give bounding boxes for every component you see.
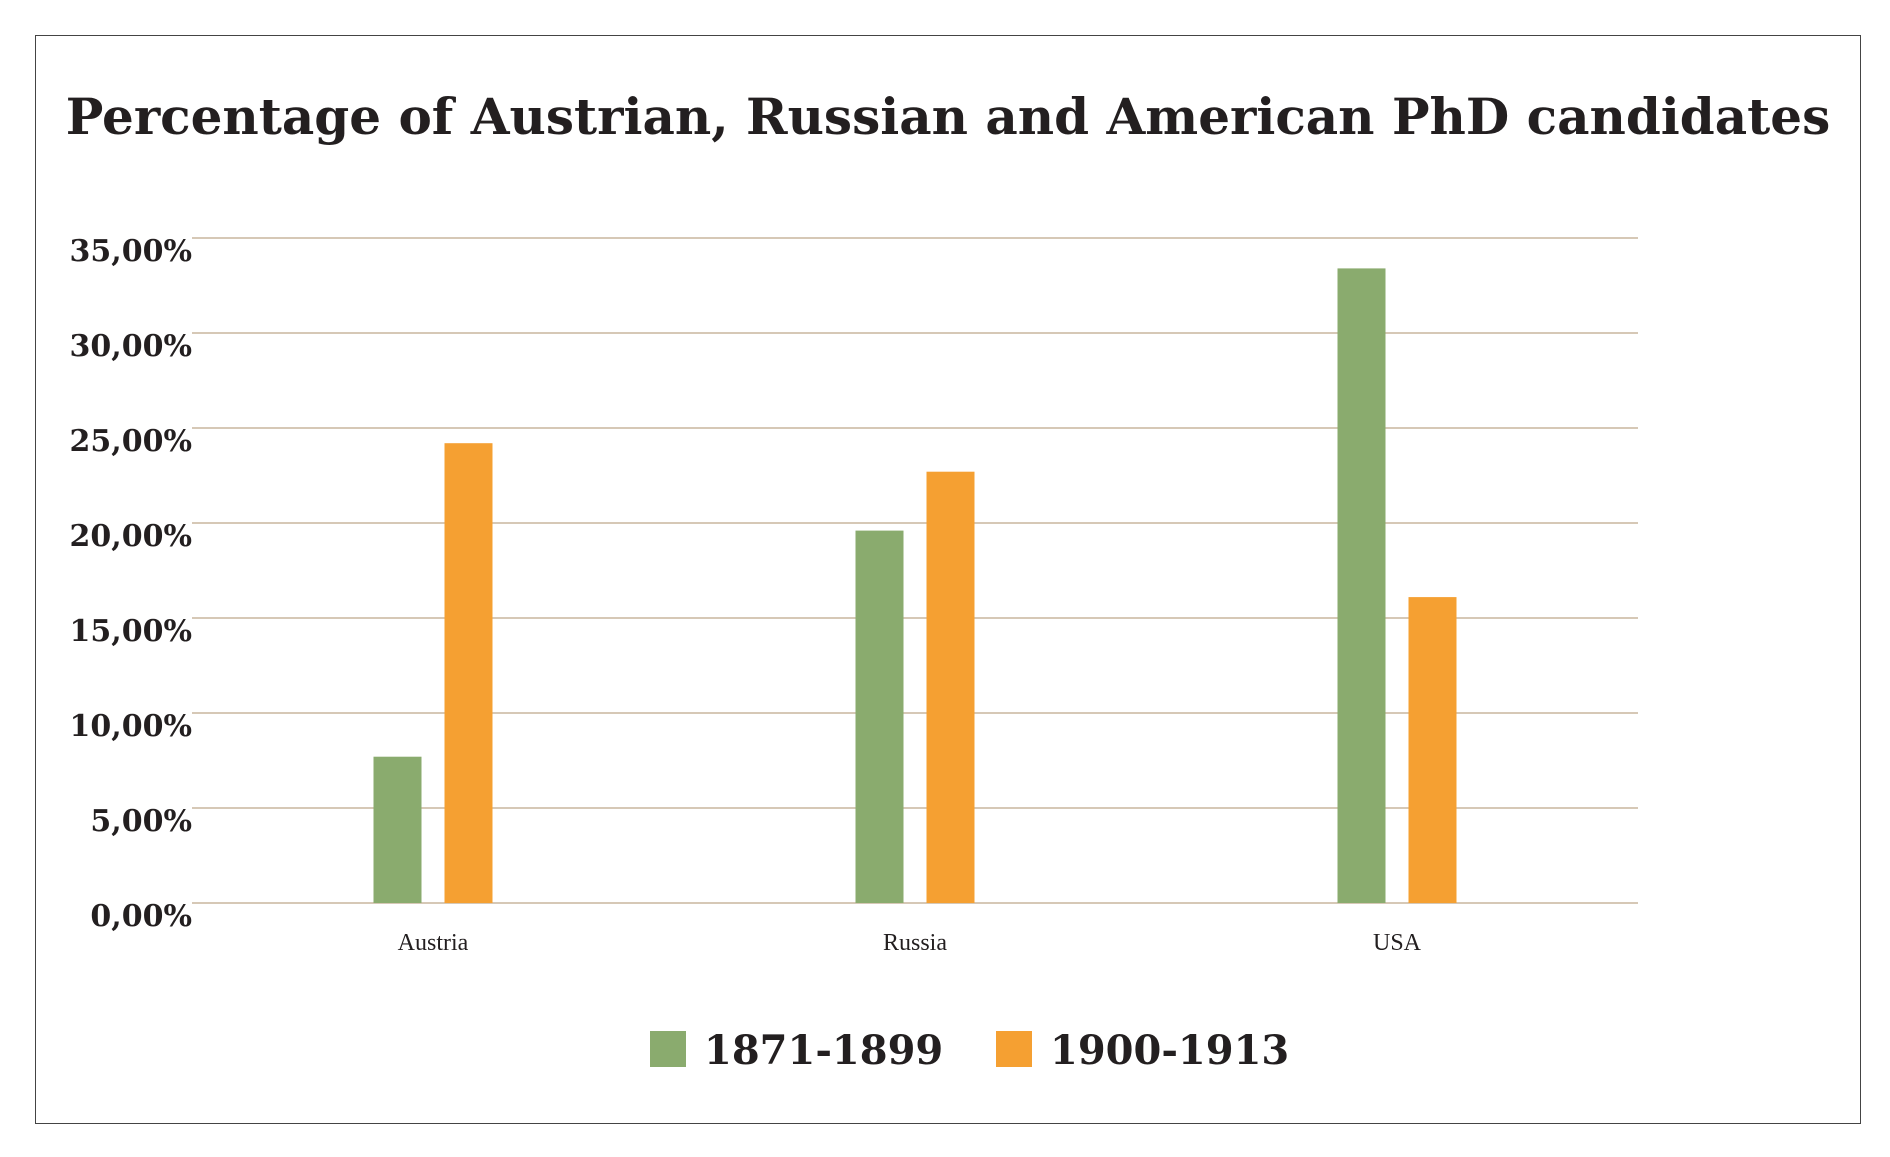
bar [373,756,422,903]
legend-label: 1900-1913 [1050,1027,1289,1074]
y-axis-ticks: 0,00% 5,00% 10,00% 15,00% 20,00% 25,00% 30,00%… [70,234,192,934]
y-tick-label: 30,00% [70,329,192,364]
y-tick-label: 15,00% [70,614,192,649]
legend-label: 1871-1899 [704,1027,943,1074]
y-tick-label: 35,00% [70,234,192,269]
x-axis-ticks: Austria Russia USA [398,930,1422,956]
y-tick-label: 20,00% [70,519,192,554]
bar [1408,597,1457,903]
chart-title: Percentage of Austrian, Russian and Amer… [66,87,1830,146]
y-tick-label: 5,00% [90,804,192,839]
gridlines [192,237,1638,904]
bar [444,443,493,903]
x-tick-label: Russia [883,930,947,956]
legend: 1871-1899 1900-1913 [650,1027,1289,1074]
x-tick-label: USA [1373,930,1422,956]
y-tick-label: 0,00% [90,899,192,934]
bars [373,268,1457,903]
bar [926,471,975,903]
bar [1337,268,1386,903]
bar [855,530,904,903]
y-tick-label: 25,00% [70,424,192,459]
legend-swatch [650,1031,686,1067]
y-tick-label: 10,00% [70,709,192,744]
x-tick-label: Austria [398,930,469,956]
legend-swatch [996,1031,1032,1067]
